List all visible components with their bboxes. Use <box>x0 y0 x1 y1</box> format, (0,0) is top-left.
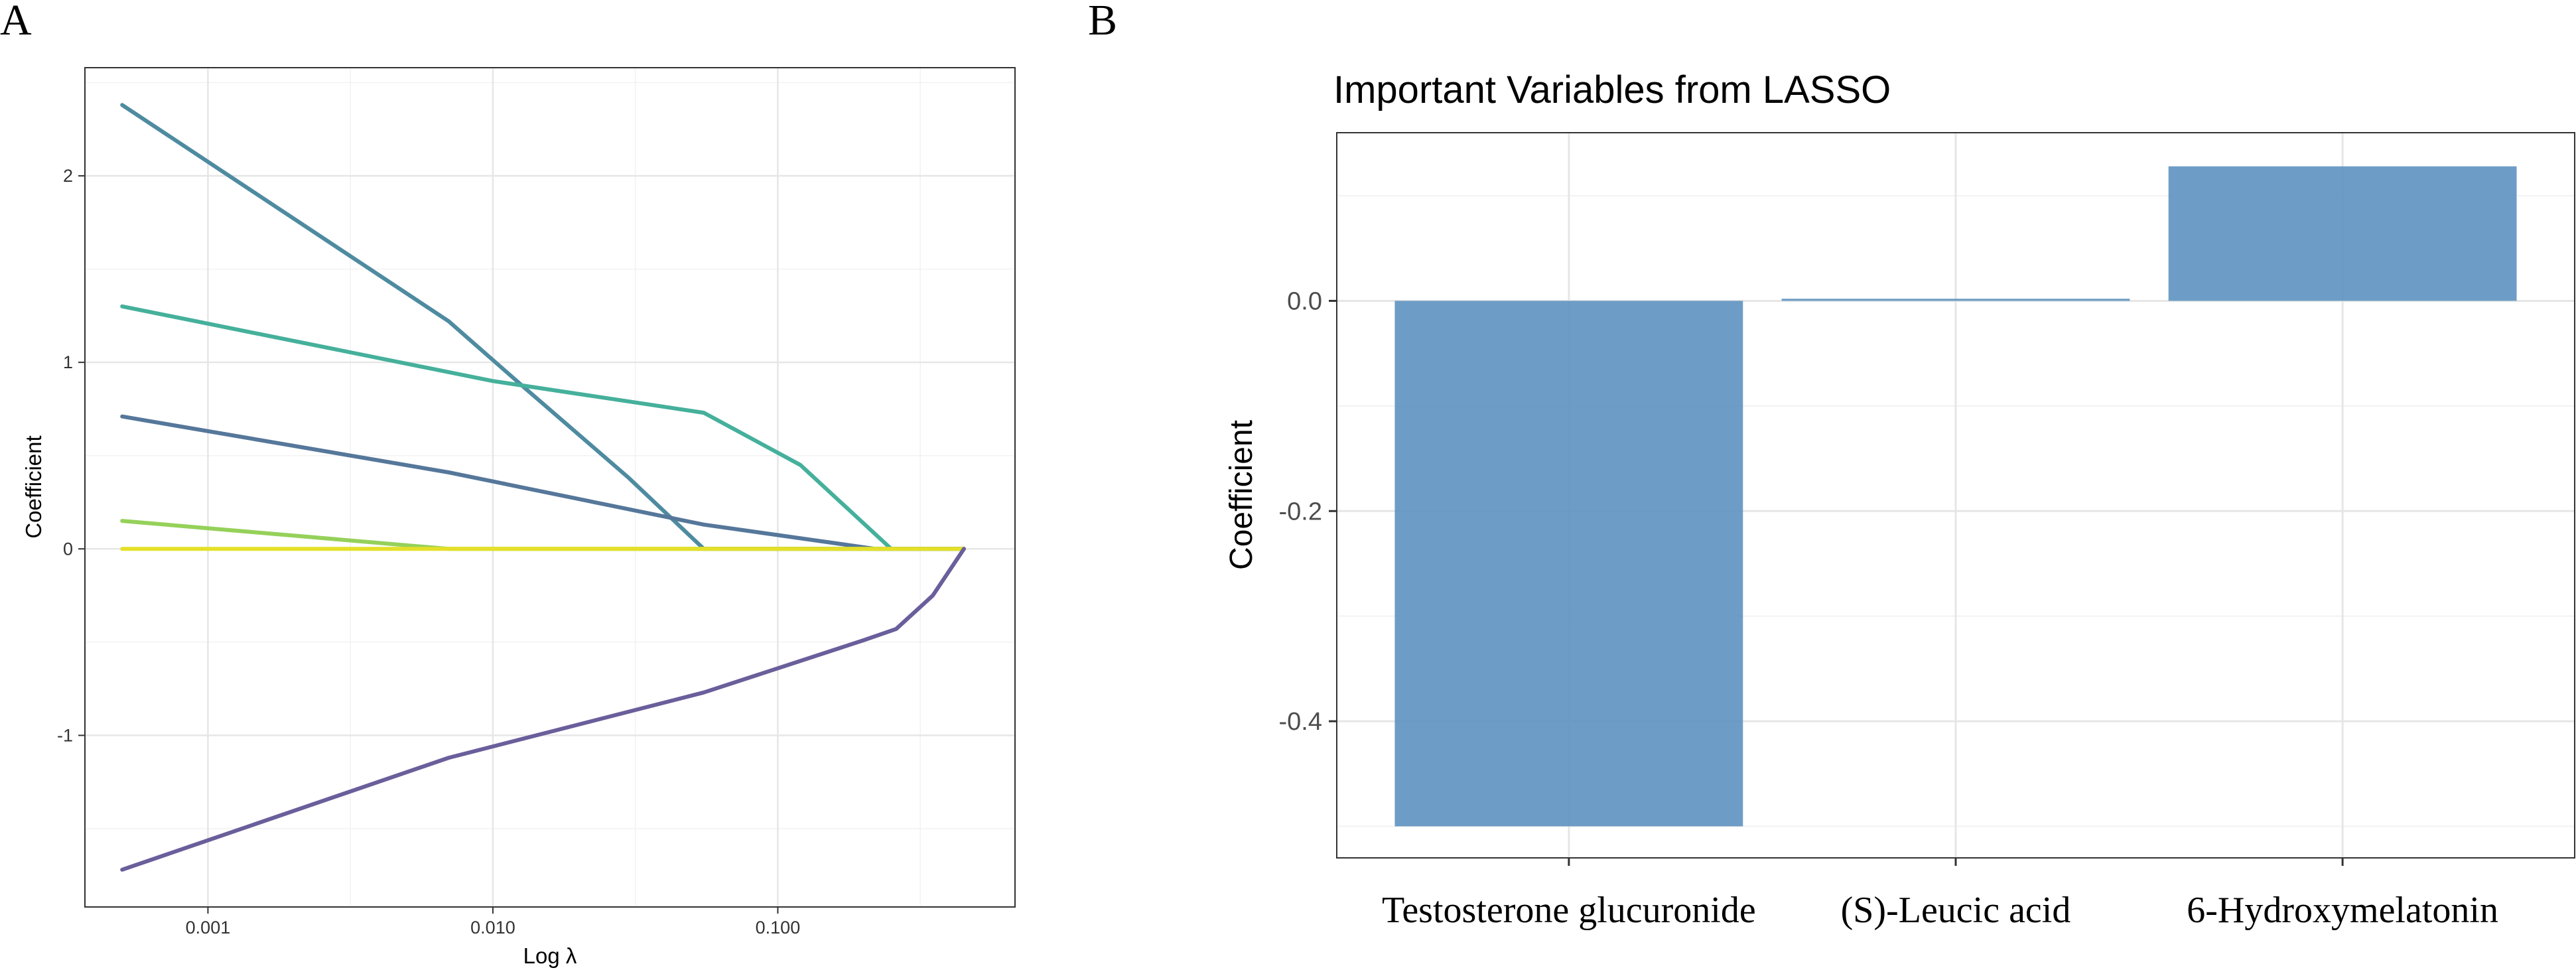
lasso-path-series-line <box>120 547 966 872</box>
lasso-importance-category-label: (S)-Leucic acid <box>1841 890 2071 931</box>
lasso-path-x-axis-title: Log λ <box>523 943 577 968</box>
lasso-importance-y-tick-label: 0.0 <box>1287 287 1322 315</box>
lasso-importance-bars <box>1394 166 2517 827</box>
lasso-path-y-tick-label: 0 <box>63 539 73 559</box>
lasso-path-lines <box>120 103 966 872</box>
lasso-path-y-tick-label: 2 <box>63 166 73 186</box>
lasso-path-panel <box>85 68 1015 907</box>
lasso-importance-category-label: Testosterone glucuronide <box>1382 890 1756 931</box>
lasso-path-x-tick-label: 0.001 <box>186 918 231 937</box>
lasso-importance-category-label: 6-Hydroxymelatonin <box>2187 890 2498 931</box>
lasso-importance-bar <box>1394 301 1743 827</box>
lasso-importance-y-axis-title: Coefficient <box>1224 420 1259 570</box>
lasso-path-y-tick-label: 1 <box>63 352 73 372</box>
lasso-importance-title: Important Variables from LASSO <box>1333 68 1891 111</box>
lasso-importance-chart: Important Variables from LASSO -0.4 -0.2 0… <box>1224 68 2575 931</box>
lasso-importance-ticks: -0.4 -0.2 0.0 Testosterone glucuronide (S)-L… <box>1279 287 2498 931</box>
panel-label-b: B <box>1088 0 1117 44</box>
panel-label-a: A <box>0 0 32 44</box>
lasso-path-chart: -1 0 1 2 0.001 0.010 0.100 Log λ Coefficient <box>21 67 1016 968</box>
lasso-path-y-axis-title: Coefficient <box>21 435 46 538</box>
lasso-importance-y-tick-label: -0.2 <box>1279 498 1322 525</box>
lasso-path-border <box>84 67 1016 908</box>
lasso-path-ticks: -1 0 1 2 0.001 0.010 0.100 <box>57 166 800 937</box>
lasso-importance-bar <box>1781 299 2130 301</box>
lasso-path-x-tick-label: 0.100 <box>756 918 801 937</box>
lasso-importance-bar <box>2168 166 2517 301</box>
lasso-path-y-tick-label: -1 <box>57 725 73 745</box>
lasso-importance-y-tick-label: -0.4 <box>1279 708 1322 736</box>
lasso-path-x-tick-label: 0.010 <box>470 918 515 937</box>
